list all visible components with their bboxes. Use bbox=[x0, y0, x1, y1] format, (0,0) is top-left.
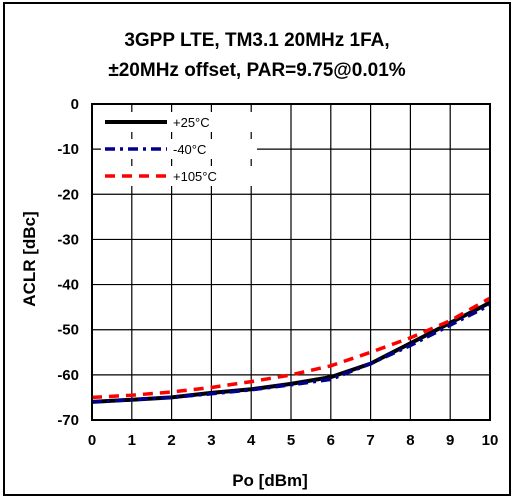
x-axis-label: Po [dBm] bbox=[232, 471, 308, 490]
x-tick-label: 8 bbox=[406, 432, 414, 449]
y-axis-label: ACLR [dBc] bbox=[20, 211, 39, 306]
x-tick-label: 6 bbox=[327, 432, 335, 449]
y-tick-label: -20 bbox=[57, 186, 79, 203]
y-tick-label: -70 bbox=[57, 412, 79, 429]
x-tick-label: 2 bbox=[167, 432, 175, 449]
legend: +25°C -40°C +105°C bbox=[101, 112, 257, 186]
x-tick-label: 3 bbox=[207, 432, 215, 449]
x-tick-label: 7 bbox=[366, 432, 374, 449]
x-tick-label: 10 bbox=[482, 432, 499, 449]
series-line-1 bbox=[91, 303, 491, 404]
tick-labels: 0 1 2 3 4 5 6 7 8 9 10 0 -10 -20 -30 -40 -50 -60 -70 bbox=[57, 96, 498, 449]
plot-border bbox=[91, 103, 491, 421]
legend-background bbox=[101, 112, 257, 132]
legend-label-0: +25°C bbox=[173, 115, 210, 130]
legend-background bbox=[101, 139, 257, 159]
chart-frame: 3GPP LTE, TM3.1 20MHz 1FA, ±20MHz offset… bbox=[3, 2, 511, 496]
x-tick-label: 5 bbox=[287, 432, 295, 449]
chart-title-line-1: 3GPP LTE, TM3.1 20MHz 1FA, bbox=[124, 30, 389, 51]
x-tick-label: 9 bbox=[446, 432, 454, 449]
legend-label-1: -40°C bbox=[173, 142, 206, 157]
legend-label-2: +105°C bbox=[173, 169, 217, 184]
y-tick-label: 0 bbox=[71, 96, 79, 113]
y-tick-label: -50 bbox=[57, 322, 79, 339]
chart-title-line-2: ±20MHz offset, PAR=9.75@0.01% bbox=[108, 60, 405, 81]
legend-background bbox=[101, 166, 257, 186]
y-tick-label: -30 bbox=[57, 231, 79, 248]
x-tick-label: 0 bbox=[88, 432, 96, 449]
series-layer bbox=[91, 296, 491, 404]
y-tick-label: -60 bbox=[57, 367, 79, 384]
y-tick-label: -10 bbox=[57, 141, 79, 158]
aclr-chart: 3GPP LTE, TM3.1 20MHz 1FA, ±20MHz offset… bbox=[20, 30, 498, 490]
y-tick-label: -40 bbox=[57, 277, 79, 294]
x-tick-label: 1 bbox=[128, 432, 136, 449]
series-line-2 bbox=[91, 296, 491, 400]
x-tick-label: 4 bbox=[247, 432, 256, 449]
